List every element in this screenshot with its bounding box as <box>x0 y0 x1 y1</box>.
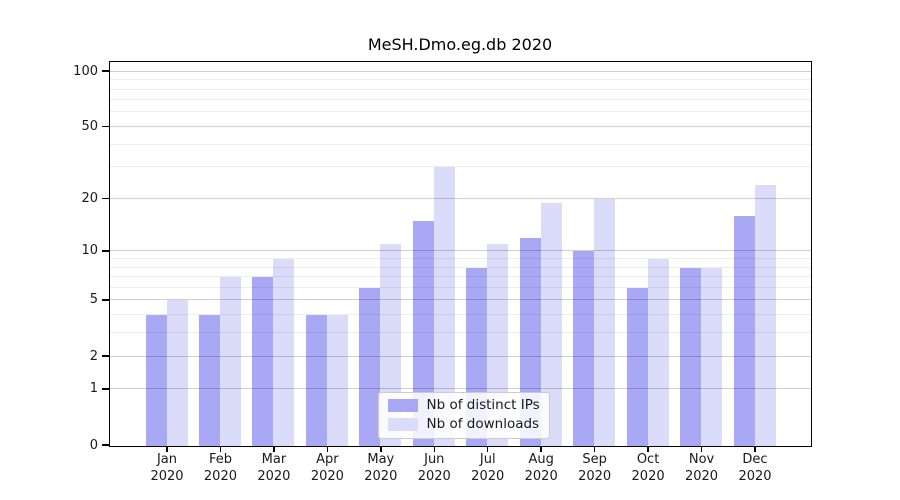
legend: Nb of distinct IPs Nb of downloads <box>377 391 550 439</box>
y-tick-label: 0 <box>89 437 98 453</box>
gridline-minor <box>109 332 811 334</box>
x-tick-label: Sep 2020 <box>578 452 612 484</box>
gridline-minor <box>109 166 811 168</box>
bar-downloads <box>701 267 723 446</box>
y-tick <box>102 250 110 252</box>
bar-downloads <box>594 198 616 446</box>
legend-label-downloads: Nb of downloads <box>426 415 540 432</box>
x-tick <box>273 445 275 452</box>
gridline-minor <box>109 143 811 145</box>
gridline-minor <box>109 99 811 101</box>
gridline-minor <box>109 286 811 288</box>
y-tick <box>102 125 110 128</box>
bar-downloads <box>219 277 241 446</box>
gridline-major <box>109 388 811 390</box>
gridline-minor <box>109 314 811 316</box>
y-tick <box>102 388 110 390</box>
y-tick-label: 5 <box>89 292 98 308</box>
bar-distinct-ips <box>252 277 274 446</box>
bar-distinct-ips <box>733 216 755 446</box>
bar-downloads <box>273 259 295 446</box>
y-tick <box>102 299 110 301</box>
x-tick <box>166 445 168 452</box>
y-tick-label: 50 <box>81 119 98 134</box>
x-tick-label: Mar 2020 <box>257 452 291 484</box>
x-tick-label: Feb 2020 <box>203 452 237 484</box>
bar-distinct-ips <box>198 315 220 446</box>
x-tick <box>380 445 382 452</box>
legend-label-distinct-ips: Nb of distinct IPs <box>426 396 540 413</box>
x-tick-label: Jul 2020 <box>471 452 505 484</box>
bar-downloads <box>166 300 188 446</box>
legend-swatch-distinct-ips <box>387 398 418 412</box>
y-tick-label: 10 <box>81 243 98 259</box>
bar-distinct-ips <box>573 251 595 446</box>
gridline-major <box>109 197 811 199</box>
y-tick-label: 1 <box>89 381 98 397</box>
x-tick-label: Aug 2020 <box>524 452 558 484</box>
bar-distinct-ips <box>412 220 434 446</box>
x-tick <box>486 445 489 452</box>
gridline-minor <box>109 258 811 259</box>
x-tick-label: Jan 2020 <box>150 452 184 484</box>
x-tick-label: Dec 2020 <box>738 452 772 484</box>
bar-downloads <box>754 184 776 446</box>
bar-downloads <box>540 202 562 446</box>
x-tick-label: May 2020 <box>364 452 398 484</box>
gridline-minor <box>109 266 811 268</box>
legend-item-distinct-ips: Nb of distinct IPs <box>387 396 540 413</box>
gridline-major <box>109 299 811 301</box>
y-tick-label: 100 <box>73 63 98 79</box>
x-tick <box>593 445 596 452</box>
x-tick-label: Jun 2020 <box>417 452 451 484</box>
x-tick <box>647 445 649 452</box>
x-tick <box>433 445 436 452</box>
gridline-major <box>109 250 811 252</box>
bar-distinct-ips <box>626 287 648 446</box>
x-tick <box>754 445 756 452</box>
x-tick <box>219 445 222 452</box>
chart-title: MeSH.Dmo.eg.db 2020 <box>367 35 553 54</box>
x-tick-label: Nov 2020 <box>684 452 719 484</box>
x-tick <box>540 445 542 452</box>
y-tick <box>102 197 110 200</box>
gridline-minor <box>109 79 811 80</box>
gridline-major <box>109 126 811 127</box>
y-tick-label: 2 <box>89 348 98 364</box>
bar-downloads <box>433 167 455 446</box>
gridline-major <box>109 70 811 72</box>
bar-downloads <box>647 259 669 446</box>
legend-item-downloads: Nb of downloads <box>387 415 540 432</box>
x-tick-label: Apr 2020 <box>310 452 344 484</box>
bar-distinct-ips <box>680 267 702 446</box>
gridline-minor <box>109 276 811 277</box>
y-tick <box>102 444 110 446</box>
bar-distinct-ips <box>305 315 327 446</box>
y-tick <box>102 70 110 72</box>
gridline-minor <box>109 111 811 113</box>
bar-downloads <box>326 315 348 446</box>
bar-distinct-ips <box>145 315 167 446</box>
x-tick <box>326 445 329 452</box>
gridline-minor <box>109 88 811 90</box>
bar-distinct-ips <box>359 287 381 446</box>
y-tick <box>102 355 110 357</box>
gridline-major <box>109 355 811 357</box>
x-tick-label: Oct 2020 <box>631 452 665 484</box>
plot-area: Nb of distinct IPs Nb of downloads <box>108 60 812 447</box>
legend-swatch-downloads <box>387 417 418 431</box>
x-tick <box>700 445 703 452</box>
y-tick-label: 20 <box>81 190 98 206</box>
